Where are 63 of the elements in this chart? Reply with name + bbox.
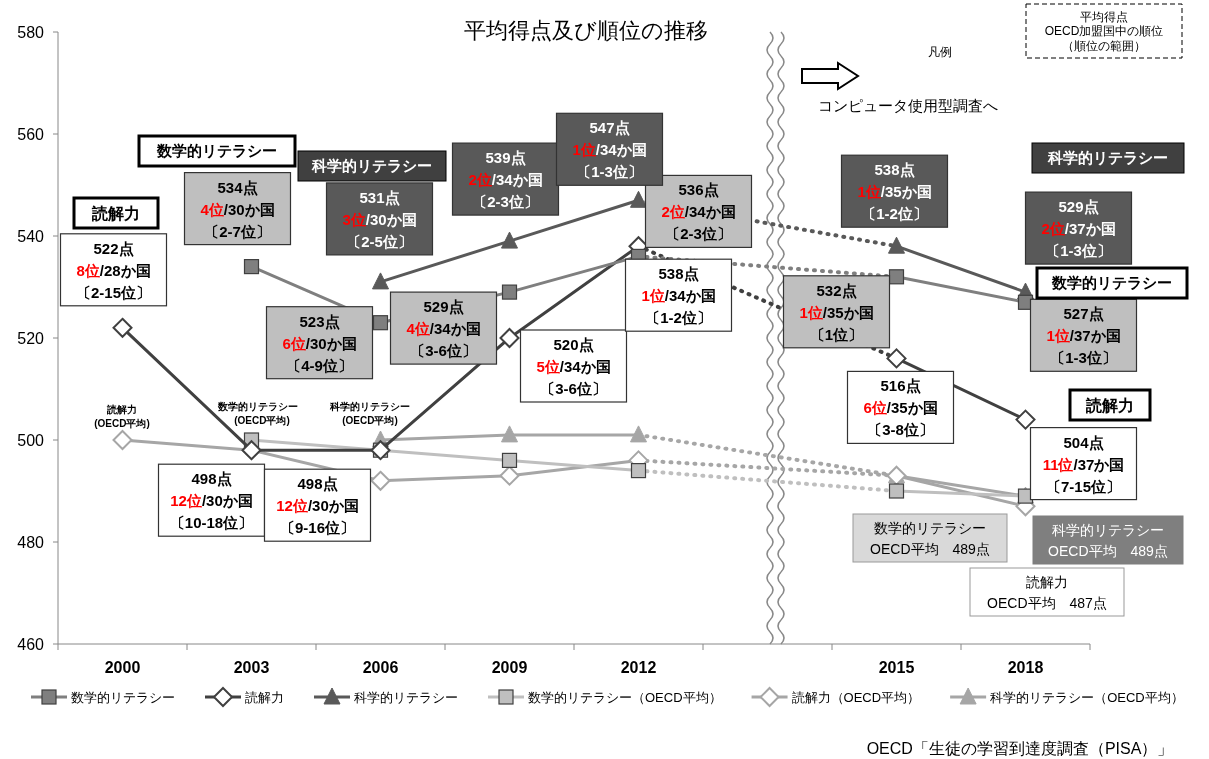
annotation: （順位の範囲） [1062, 39, 1146, 54]
legend-label: 読解力 [245, 690, 284, 705]
annotation: 科学的リテラシー [1052, 522, 1164, 539]
data-label: 516点6位/35か国〔3-8位〕 [863, 377, 938, 439]
chart-title: 平均得点及び順位の推移 [464, 18, 708, 43]
data-label: 527点1位/37か国〔1-3位〕 [1046, 305, 1121, 367]
data-label: 523点6位/30か国〔4-9位〕 [282, 312, 357, 374]
y-tick-label: 520 [17, 330, 45, 347]
x-tick-label: 2000 [104, 659, 141, 676]
annotation: 読解力 [1026, 574, 1068, 591]
data-label: 529点2位/37か国〔1-3位〕 [1041, 198, 1116, 260]
legend-label: 科学的リテラシー（OECD平均） [990, 690, 1184, 705]
legend-label: 科学的リテラシー [354, 690, 458, 705]
data-label: 504点11位/37か国〔7-15位〕 [1042, 433, 1125, 495]
annotation: OECD平均 487点 [987, 595, 1107, 612]
data-label: 498点12位/30か国〔10-18位〕 [169, 470, 254, 532]
annotation: 数学的リテラシー [156, 142, 277, 160]
data-label: 538点1位/35か国〔1-2位〕 [857, 161, 932, 223]
annotation: 数学的リテラシー [217, 400, 298, 412]
annotation: 科学的リテラシー [1047, 149, 1168, 167]
annotation: OECD加盟国中の順位 [1044, 24, 1164, 39]
annotation: (OECD平均) [94, 417, 150, 429]
data-label: 531点3位/30か国〔2-5位〕 [342, 188, 417, 250]
annotation: 読解力 [1085, 396, 1134, 414]
y-tick-label: 480 [17, 534, 45, 551]
annotation: (OECD平均) [342, 414, 398, 426]
data-label: 532点1位/35か国〔1位〕 [799, 281, 874, 343]
data-label: 529点4位/34か国〔3-6位〕 [406, 298, 481, 360]
x-tick-label: 2012 [620, 659, 657, 676]
data-label: 520点5位/34か国〔3-6位〕 [536, 336, 611, 397]
annotation: OECD平均 489点 [1048, 543, 1168, 560]
y-tick-label: 540 [17, 228, 45, 245]
x-tick-label: 2015 [878, 659, 915, 676]
data-label: 534点4位/30か国〔2-7位〕 [200, 178, 275, 240]
y-tick-label: 580 [17, 24, 45, 41]
annotation: (OECD平均) [234, 414, 290, 426]
y-tick-label: 500 [17, 432, 45, 449]
legend-label: 読解力（OECD平均） [791, 690, 921, 705]
data-label: 539点2位/34か国〔2-3位〕 [468, 149, 543, 211]
x-tick-label: 2006 [362, 659, 399, 676]
legend-label: 数学的リテラシー [71, 690, 175, 705]
annotation: 凡例 [928, 45, 952, 60]
x-tick-label: 2018 [1007, 659, 1044, 676]
annotation: 数学的リテラシー [1051, 274, 1172, 292]
annotation: コンピュータ使用型調査へ [818, 97, 998, 115]
y-tick-label: 460 [17, 636, 45, 653]
x-tick-label: 2009 [491, 659, 528, 676]
legend-label: 数学的リテラシー（OECD平均） [528, 690, 722, 705]
data-label: 536点2位/34か国〔2-3位〕 [661, 181, 736, 243]
text: OECD「生徒の学習到達度調査（PISA）」 [866, 739, 1174, 757]
annotation: 読解力 [91, 204, 140, 222]
y-tick-label: 560 [17, 126, 45, 143]
data-label: 547点1位/34か国〔1-3位〕 [572, 119, 647, 181]
annotation: 読解力 [106, 403, 137, 415]
annotation: 科学的リテラシー [329, 400, 410, 412]
data-label: 538点1位/34か国〔1-2位〕 [641, 265, 716, 327]
text: 平均得点 [1080, 10, 1128, 25]
data-label: 522点8位/28か国〔2-15位〕 [75, 239, 152, 301]
annotation: 数学的リテラシー [874, 520, 986, 537]
data-label: 498点12位/30か国〔9-16位〕 [276, 475, 359, 537]
annotation: OECD平均 489点 [870, 541, 990, 558]
annotation: 科学的リテラシー [311, 157, 432, 175]
x-tick-label: 2003 [233, 659, 270, 676]
